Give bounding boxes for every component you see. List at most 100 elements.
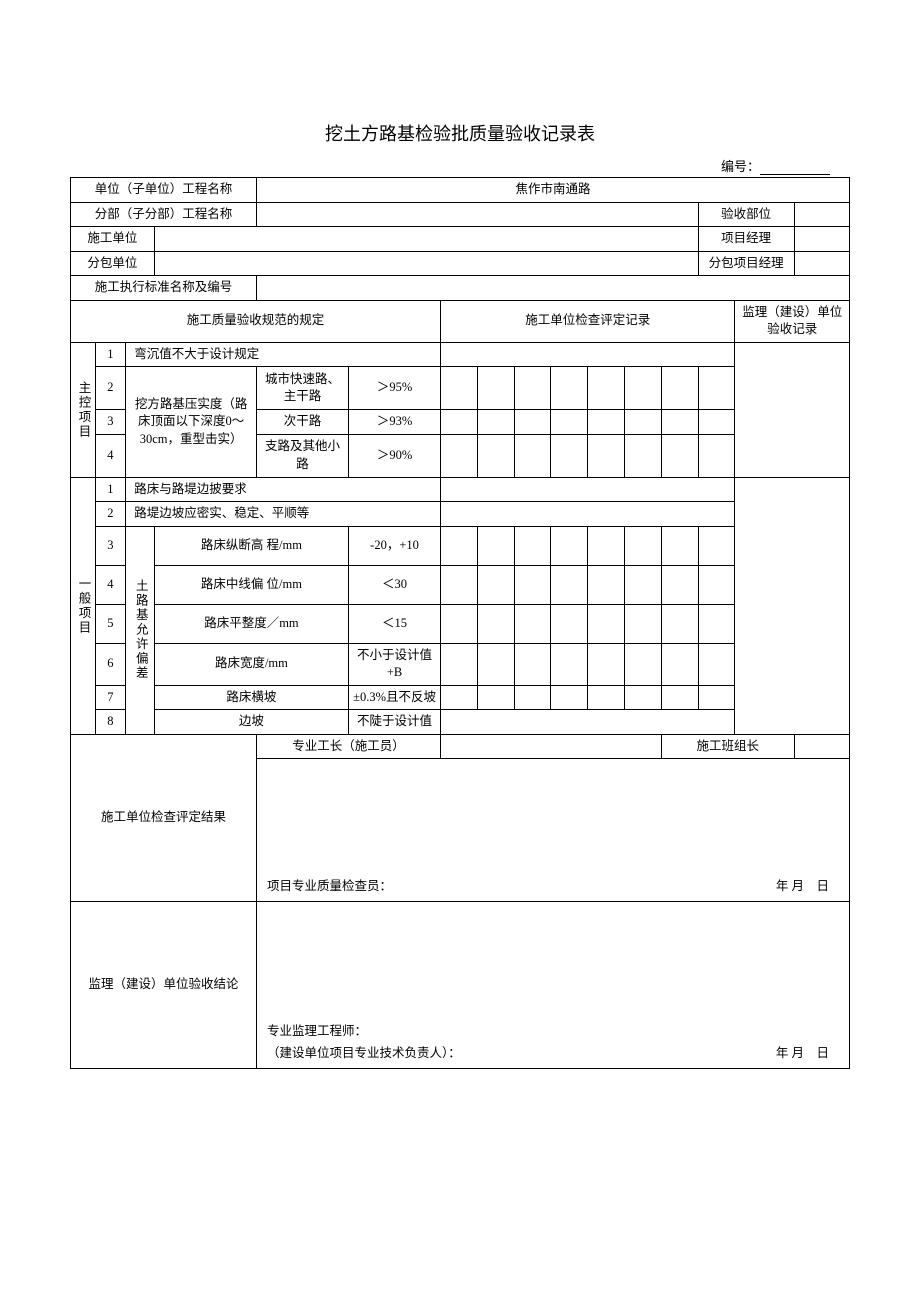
check-cell[interactable]: [477, 526, 514, 565]
tol-val: 不陡于设计值: [349, 710, 441, 735]
check-cell[interactable]: [551, 526, 588, 565]
conclusion-signature-block[interactable]: 专业监理工程师： （建设单位项目专业技术负责人）： 年 月 日: [257, 902, 850, 1069]
check-cell[interactable]: [661, 367, 698, 410]
sub-pm-value[interactable]: [794, 251, 849, 276]
check-cell[interactable]: [477, 434, 514, 477]
check-cell[interactable]: [551, 565, 588, 604]
check-cell[interactable]: [625, 367, 662, 410]
check-cell[interactable]: [441, 565, 478, 604]
check-cell[interactable]: [514, 410, 551, 435]
foreman-value[interactable]: [441, 734, 662, 759]
check-cell[interactable]: [588, 604, 625, 643]
check-cell[interactable]: [551, 367, 588, 410]
check-cell[interactable]: [698, 604, 735, 643]
check-cell[interactable]: [441, 643, 478, 685]
check-cell[interactable]: [551, 685, 588, 710]
check-cell[interactable]: [698, 565, 735, 604]
check-cell[interactable]: [514, 685, 551, 710]
inspection-table: 单位（子单位）工程名称 焦作市南通路 分部（子分部）工程名称 验收部位 施工单位…: [70, 177, 850, 1069]
main-row-num: 2: [95, 367, 126, 410]
check-cell[interactable]: [477, 565, 514, 604]
check-cell[interactable]: [588, 367, 625, 410]
sub-project-value[interactable]: [257, 202, 699, 227]
check-cell[interactable]: [625, 410, 662, 435]
date-ym: 年 月: [776, 1046, 804, 1060]
check-cell[interactable]: [551, 434, 588, 477]
check-cell[interactable]: [698, 685, 735, 710]
check-cell[interactable]: [441, 367, 478, 410]
gen-row2-check[interactable]: [441, 502, 735, 527]
tol-val: ＜30: [349, 565, 441, 604]
spec-header: 施工质量验收规范的规定: [71, 300, 441, 342]
date-ym: 年 月: [776, 879, 804, 893]
check-cell[interactable]: [698, 643, 735, 685]
check-cell[interactable]: [661, 526, 698, 565]
gen-row8-check[interactable]: [441, 710, 735, 735]
project-manager-value[interactable]: [794, 227, 849, 252]
road-req: ＞93%: [349, 410, 441, 435]
check-cell[interactable]: [661, 685, 698, 710]
check-cell[interactable]: [514, 565, 551, 604]
tol-item: 路床横坡: [154, 685, 348, 710]
check-cell[interactable]: [514, 604, 551, 643]
check-cell[interactable]: [588, 643, 625, 685]
check-cell[interactable]: [514, 434, 551, 477]
road-type: 城市快速路、主干路: [257, 367, 349, 410]
check-cell[interactable]: [514, 526, 551, 565]
check-cell[interactable]: [441, 526, 478, 565]
check-cell[interactable]: [625, 434, 662, 477]
check-cell[interactable]: [625, 643, 662, 685]
check-cell[interactable]: [661, 410, 698, 435]
check-cell[interactable]: [441, 604, 478, 643]
check-cell[interactable]: [514, 367, 551, 410]
serial-label: 编号：: [721, 159, 760, 174]
check-cell[interactable]: [588, 565, 625, 604]
subcontract-unit-value[interactable]: [154, 251, 698, 276]
team-leader-value[interactable]: [794, 734, 849, 759]
construction-unit-value[interactable]: [154, 227, 698, 252]
check-cell[interactable]: [588, 685, 625, 710]
check-record-header: 施工单位检查评定记录: [441, 300, 735, 342]
result-signature-block[interactable]: 项目专业质量检查员： 年 月 日: [257, 759, 850, 902]
check-cell[interactable]: [588, 434, 625, 477]
accept-dept-value[interactable]: [794, 202, 849, 227]
check-cell[interactable]: [551, 410, 588, 435]
gen-supervision-cell[interactable]: [735, 477, 850, 734]
check-cell[interactable]: [625, 604, 662, 643]
main-row1-check[interactable]: [441, 342, 735, 367]
conclusion-label: 监理（建设）单位验收结论: [71, 902, 257, 1069]
check-cell[interactable]: [661, 434, 698, 477]
gen-row1-check[interactable]: [441, 477, 735, 502]
check-cell[interactable]: [661, 643, 698, 685]
check-cell[interactable]: [698, 410, 735, 435]
check-cell[interactable]: [441, 434, 478, 477]
page-title: 挖土方路基检验批质量验收记录表: [70, 120, 850, 146]
standard-value[interactable]: [257, 276, 850, 301]
check-cell[interactable]: [514, 643, 551, 685]
check-cell[interactable]: [625, 526, 662, 565]
check-cell[interactable]: [588, 526, 625, 565]
tol-item: 路床纵断高 程/mm: [154, 526, 348, 565]
main-supervision-cell[interactable]: [735, 342, 850, 477]
check-cell[interactable]: [698, 526, 735, 565]
compaction-label: 挖方路基压实度（路床顶面以下深度0～30cm，重型击实）: [126, 367, 257, 478]
serial-blank[interactable]: [760, 174, 830, 175]
check-cell[interactable]: [441, 685, 478, 710]
check-cell[interactable]: [551, 643, 588, 685]
supervision-record-header: 监理（建设）单位验收记录: [735, 300, 850, 342]
check-cell[interactable]: [477, 367, 514, 410]
check-cell[interactable]: [477, 685, 514, 710]
owner-label: （建设单位项目专业技术负责人）：: [267, 1046, 461, 1060]
check-cell[interactable]: [477, 410, 514, 435]
check-cell[interactable]: [661, 604, 698, 643]
check-cell[interactable]: [625, 685, 662, 710]
check-cell[interactable]: [698, 434, 735, 477]
check-cell[interactable]: [441, 410, 478, 435]
check-cell[interactable]: [661, 565, 698, 604]
check-cell[interactable]: [477, 604, 514, 643]
check-cell[interactable]: [551, 604, 588, 643]
check-cell[interactable]: [477, 643, 514, 685]
check-cell[interactable]: [588, 410, 625, 435]
check-cell[interactable]: [625, 565, 662, 604]
check-cell[interactable]: [698, 367, 735, 410]
